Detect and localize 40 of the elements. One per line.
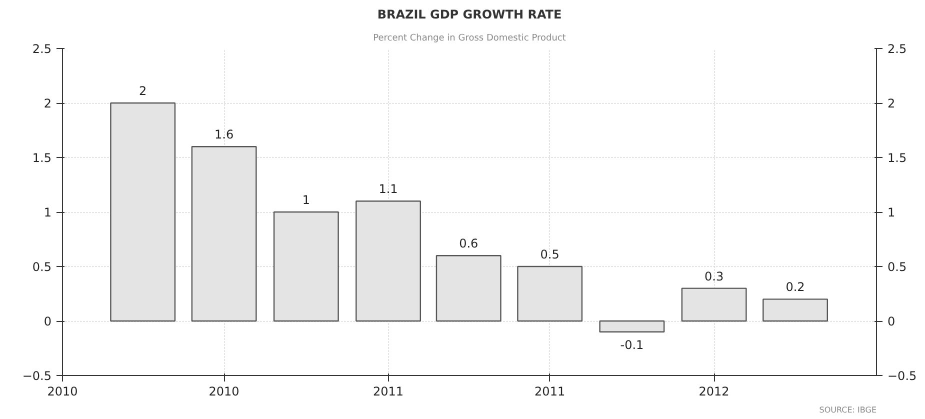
y-tick-label: 1.5 <box>32 151 52 165</box>
data-label: 0.3 <box>704 269 724 284</box>
x-tick-label: 2011 <box>373 384 404 398</box>
data-label: 0.6 <box>459 236 478 251</box>
data-label: 0.2 <box>786 280 805 294</box>
y-tick-label: 1 <box>44 206 52 220</box>
y-tick-label: 2 <box>44 96 52 110</box>
bar <box>681 288 747 322</box>
bar <box>110 102 176 322</box>
bar <box>599 320 665 332</box>
bar <box>517 266 583 322</box>
x-tick-label: 2010 <box>47 384 78 398</box>
data-label: 1.1 <box>378 182 398 196</box>
y-tick-label: −0.5 <box>22 369 52 383</box>
y2-tick-label: 1 <box>888 206 896 220</box>
chart-title: BRAZIL GDP GROWTH RATE <box>377 8 562 22</box>
data-label: -0.1 <box>620 338 644 352</box>
bar <box>762 298 828 322</box>
y2-tick-label: 2 <box>888 96 896 110</box>
bar <box>191 146 257 322</box>
source-note: SOURCE: IBGE <box>819 406 877 414</box>
x-tick-label: 2011 <box>534 384 566 398</box>
y-tick-label: 2.5 <box>32 42 52 56</box>
y-tick-label: 0 <box>44 314 52 328</box>
data-label: 1.6 <box>214 128 234 142</box>
data-label: 0.5 <box>540 248 560 262</box>
y2-tick-label: −0.5 <box>888 369 917 383</box>
bar <box>436 255 502 322</box>
bar <box>273 211 339 322</box>
bar <box>356 200 422 322</box>
data-label: 2 <box>139 84 147 98</box>
y2-tick-label: 2.5 <box>888 42 907 56</box>
x-tick-label: 2010 <box>208 384 240 398</box>
x-tick-label: 2012 <box>698 384 730 398</box>
y2-tick-label: 0.5 <box>888 260 907 274</box>
y-tick-label: 0.5 <box>32 260 52 274</box>
y2-tick-label: 1.5 <box>888 151 907 165</box>
chart-subtitle: Percent Change in Gross Domestic Product <box>373 34 566 44</box>
y2-tick-label: 0 <box>888 314 896 328</box>
data-label: 1 <box>302 193 310 207</box>
